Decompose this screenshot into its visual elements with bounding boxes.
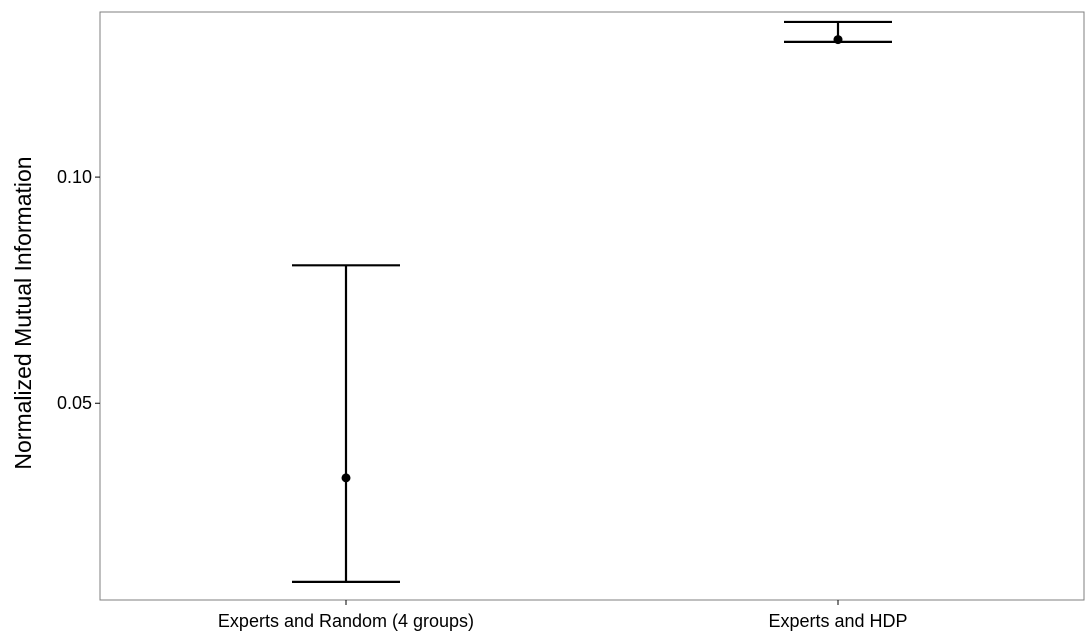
errorbar-series xyxy=(292,22,892,582)
mean-point xyxy=(834,35,843,44)
x-axis-ticks: Experts and Random (4 groups) Experts and… xyxy=(218,600,908,631)
x-tick-label: Experts and Random (4 groups) xyxy=(218,611,474,631)
y-axis-label: Normalized Mutual Information xyxy=(10,156,36,469)
x-tick-label: Experts and HDP xyxy=(768,611,907,631)
errorbar-group xyxy=(292,265,400,582)
errorbar-group xyxy=(784,22,892,44)
plot-panel-border xyxy=(100,12,1084,600)
y-axis-ticks: 0.05 0.10 xyxy=(57,167,100,413)
y-tick-label: 0.10 xyxy=(57,167,92,187)
mean-point xyxy=(342,473,351,482)
y-tick-label: 0.05 xyxy=(57,393,92,413)
